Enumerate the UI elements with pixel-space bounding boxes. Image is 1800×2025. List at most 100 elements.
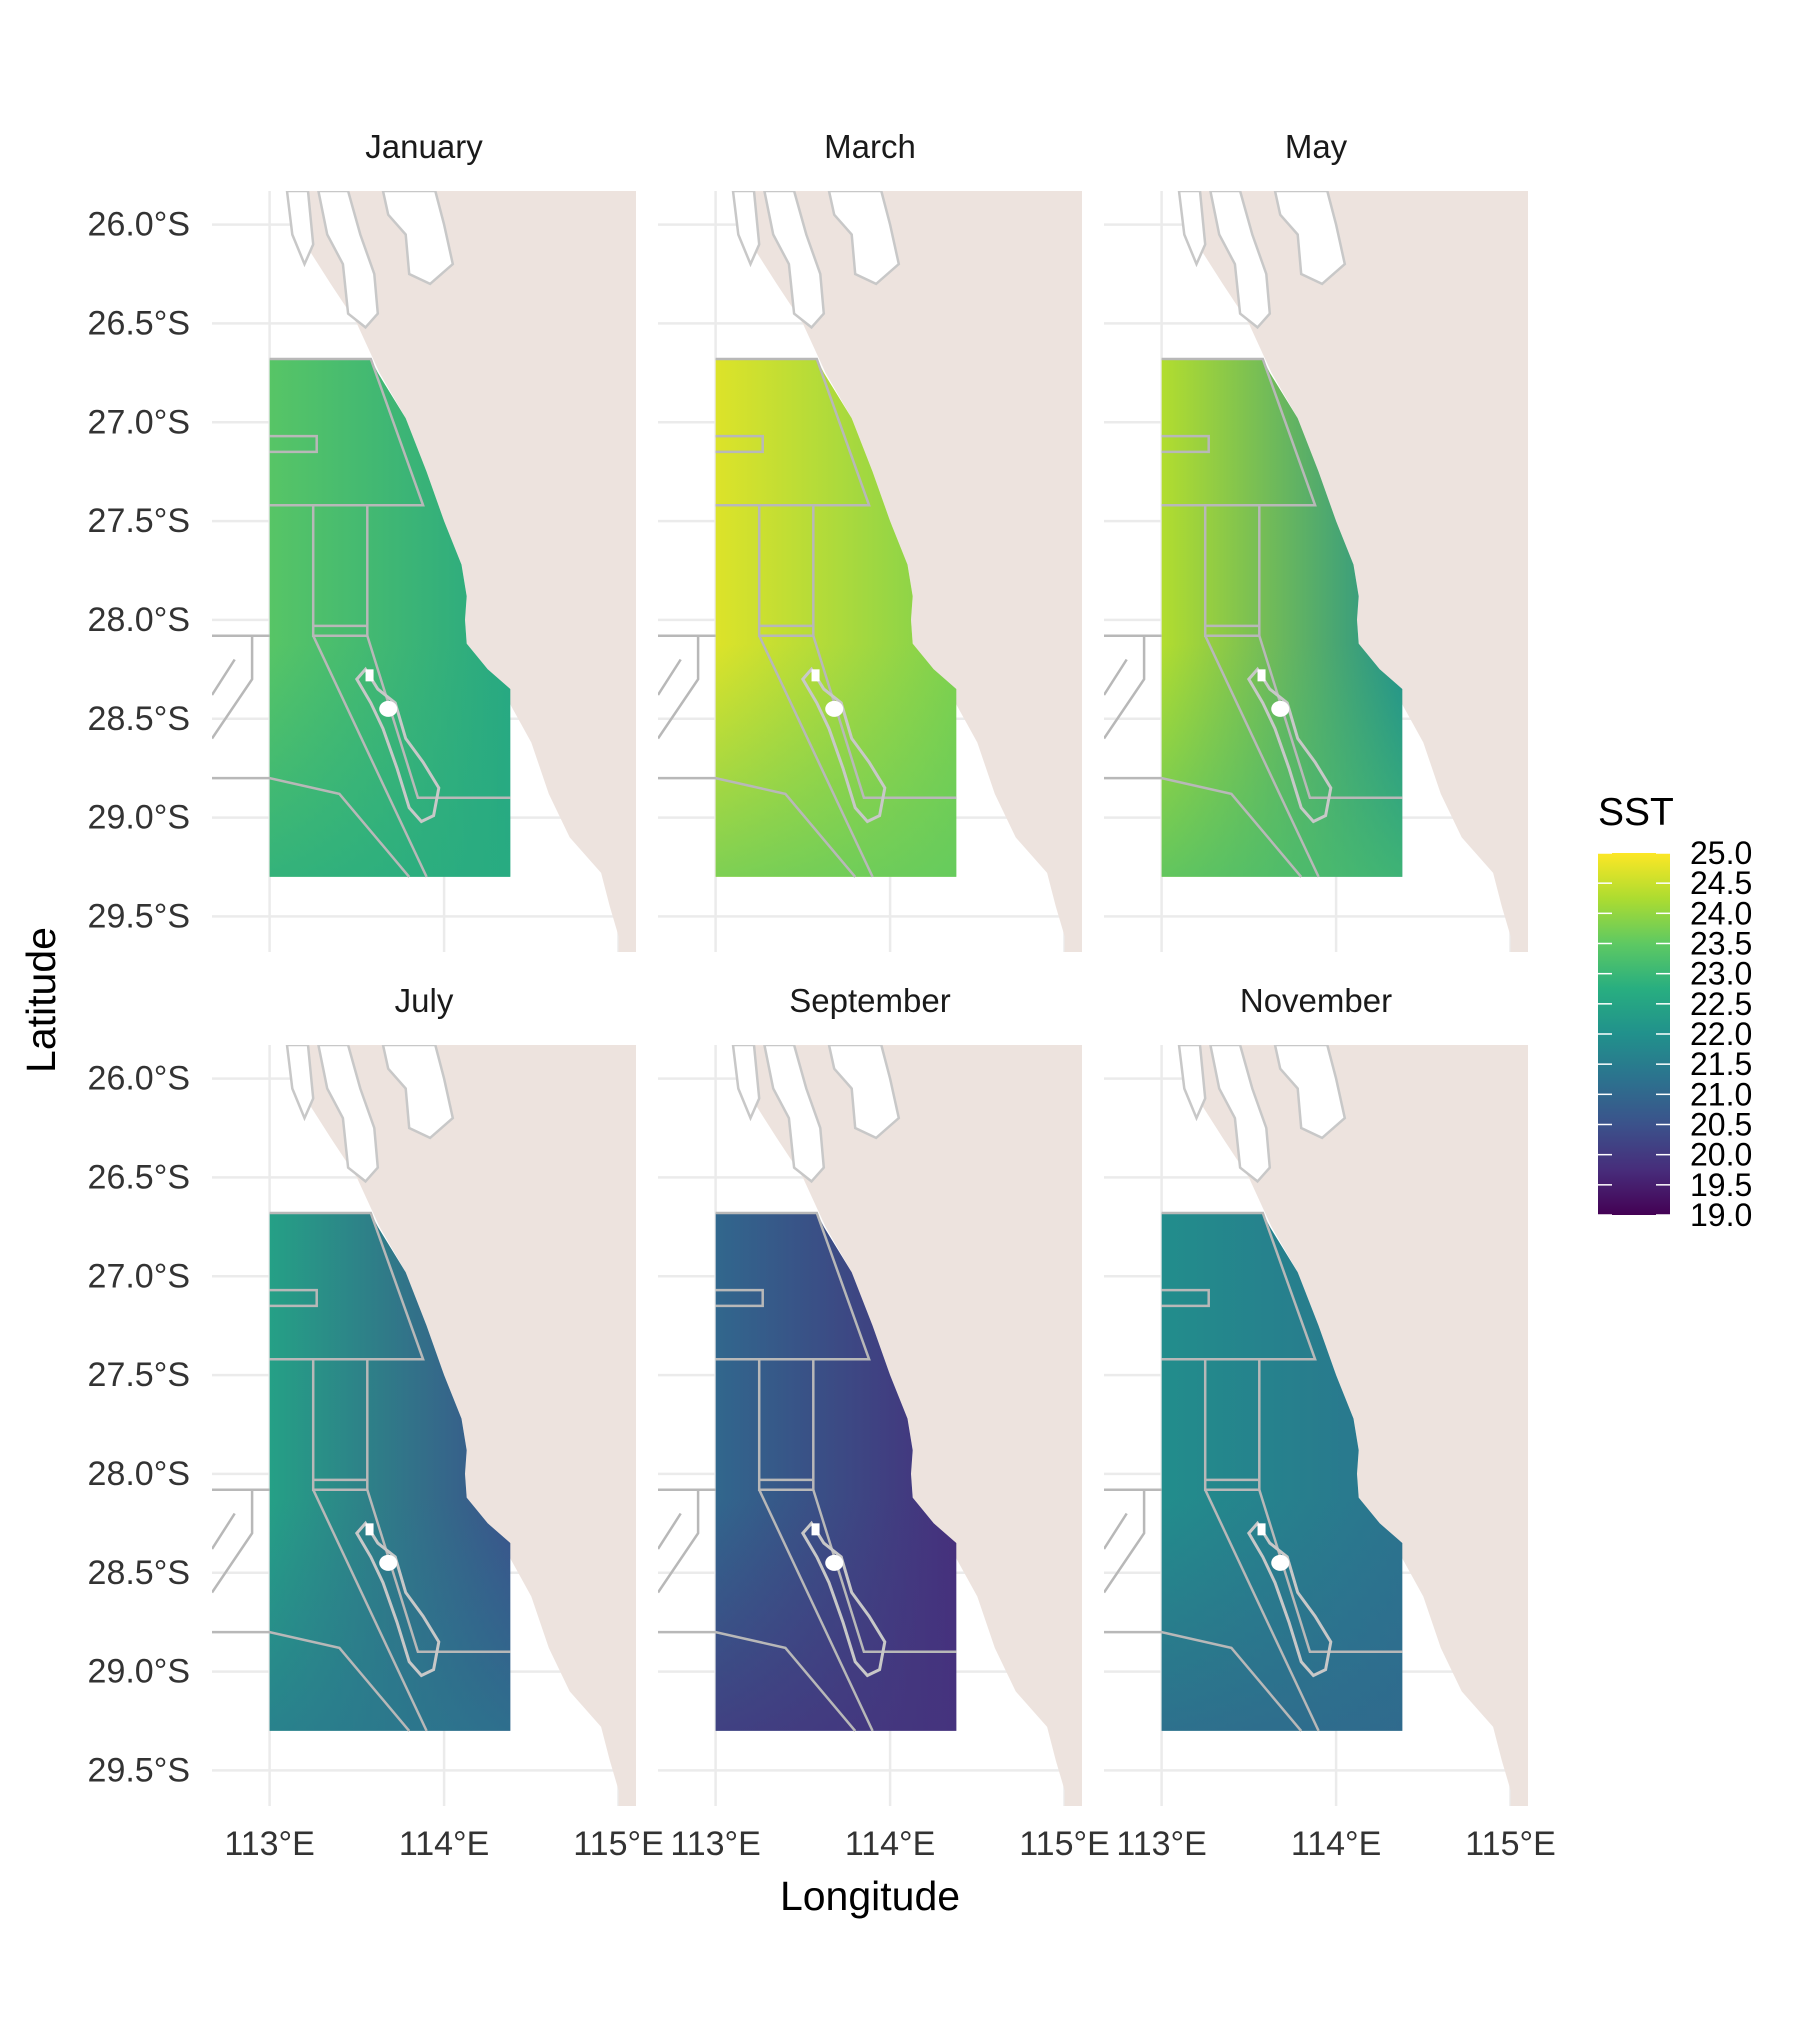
bay-outline	[1209, 1045, 1272, 1184]
bay-outline	[317, 191, 380, 330]
facet-title-july: July	[395, 982, 454, 1019]
panel-may	[1104, 191, 1528, 952]
legend-tick-label: 19.5	[1690, 1167, 1752, 1203]
axes: 113°E 114°E 115°E 113°E 114°E 115°E 113°E 114°E…	[18, 206, 1556, 1919]
zone-line	[212, 1630, 411, 1732]
northern-bays-islands	[285, 1045, 455, 1184]
legend-ticks: 25.024.524.023.523.022.522.021.521.020.5…	[1598, 835, 1752, 1233]
zone-line	[1161, 1211, 1317, 1361]
legend-tick-label: 22.5	[1690, 986, 1752, 1022]
bay-outline	[1209, 191, 1272, 330]
y-axis-ticks: 26.0°S 26.5°S 27.0°S 27.5°S 28.0°S 28.5°S 29.0…	[88, 206, 190, 1790]
y-tick-label: 29.0°S	[88, 1653, 190, 1691]
zone-line	[812, 635, 957, 800]
x-tick-label: 115°E	[1019, 1825, 1109, 1863]
x-axis-title: Longitude	[780, 1873, 960, 1919]
zone-line	[715, 357, 871, 507]
zone-line	[312, 1489, 428, 1732]
x-tick-label: 115°E	[573, 1825, 663, 1863]
island	[379, 700, 398, 717]
management-zones	[212, 1211, 511, 1732]
zone-line	[212, 658, 236, 696]
panel-november	[1104, 1045, 1528, 1806]
zone-line	[269, 1288, 318, 1308]
legend-tick-label: 20.5	[1690, 1107, 1752, 1143]
bay-outline	[827, 1045, 901, 1140]
zone-line	[311, 1359, 369, 1491]
zone-line	[212, 776, 411, 878]
bay-outline	[763, 1045, 826, 1184]
zone-line	[312, 635, 428, 878]
bay-outline	[381, 191, 455, 286]
y-tick-label: 28.0°S	[88, 601, 190, 639]
zone-line	[1104, 776, 1303, 878]
panel-july	[212, 1045, 636, 1806]
panel-plot-area	[1104, 1045, 1528, 1806]
management-zones	[658, 357, 957, 878]
island	[379, 1554, 398, 1571]
island	[1257, 1523, 1266, 1536]
island	[365, 669, 374, 682]
legend-tick-label: 24.0	[1690, 895, 1752, 931]
facet-title-january: January	[365, 128, 483, 165]
y-tick-label: 26.5°S	[88, 304, 190, 342]
land-mass	[1179, 1045, 1528, 1806]
island	[825, 1554, 844, 1571]
zone-line	[269, 357, 425, 507]
facet-title-november: November	[1240, 982, 1392, 1019]
panel-plot-area	[1104, 191, 1528, 952]
zone-line	[1104, 635, 1146, 740]
y-axis-title: Latitude	[18, 927, 64, 1073]
northern-bays-islands	[285, 191, 455, 330]
x-tick-label: 113°E	[1116, 1825, 1206, 1863]
bay-outline	[317, 1045, 380, 1184]
northern-bays-islands	[731, 1045, 901, 1184]
panel-march	[658, 191, 1082, 952]
legend-tick-label: 20.0	[1690, 1137, 1752, 1173]
management-zones	[1104, 1211, 1403, 1732]
zone-line	[758, 635, 874, 878]
management-zones	[1104, 357, 1403, 878]
zone-line	[757, 505, 815, 637]
zone-line	[1258, 1489, 1403, 1654]
zone-line	[1258, 635, 1403, 800]
island	[1257, 669, 1266, 682]
legend-tick-label: 23.0	[1690, 956, 1752, 992]
management-zones	[658, 1211, 957, 1732]
zone-line	[366, 635, 511, 800]
x-tick-label: 115°E	[1465, 1825, 1555, 1863]
zone-line	[715, 434, 764, 454]
facet-title-march: March	[824, 128, 916, 165]
bay-outline	[1273, 1045, 1347, 1140]
panel-plot-area	[212, 191, 636, 952]
zone-line	[758, 1489, 874, 1732]
zone-line	[658, 776, 857, 878]
zone-line	[1161, 357, 1317, 507]
zone-line	[212, 1512, 236, 1550]
zone-line	[1161, 1288, 1210, 1308]
legend-tick-label: 23.5	[1690, 926, 1752, 962]
land-mass	[287, 1045, 636, 1806]
island	[811, 1523, 820, 1536]
legend-tick-label: 25.0	[1690, 835, 1752, 871]
panel-plot-area	[212, 1045, 636, 1806]
zone-line	[1161, 434, 1210, 454]
facet-title-september: September	[789, 982, 950, 1019]
facet-panels: January March May July September November	[212, 128, 1528, 1806]
zone-line	[212, 1489, 254, 1594]
y-tick-label: 26.0°S	[88, 1060, 190, 1098]
northern-bays-islands	[1177, 1045, 1347, 1184]
legend-title: SST	[1598, 791, 1674, 834]
zone-line	[658, 1489, 700, 1594]
bay-outline	[381, 1045, 455, 1140]
zone-line	[658, 1630, 857, 1732]
zone-line	[1204, 635, 1320, 878]
y-tick-label: 27.0°S	[88, 1257, 190, 1295]
bay-outline	[763, 191, 826, 330]
y-tick-label: 26.5°S	[88, 1158, 190, 1196]
land-mass	[1179, 191, 1528, 952]
island	[825, 700, 844, 717]
island	[365, 1523, 374, 1536]
legend-tick-label: 21.5	[1690, 1046, 1752, 1082]
y-tick-label: 27.5°S	[88, 502, 190, 540]
